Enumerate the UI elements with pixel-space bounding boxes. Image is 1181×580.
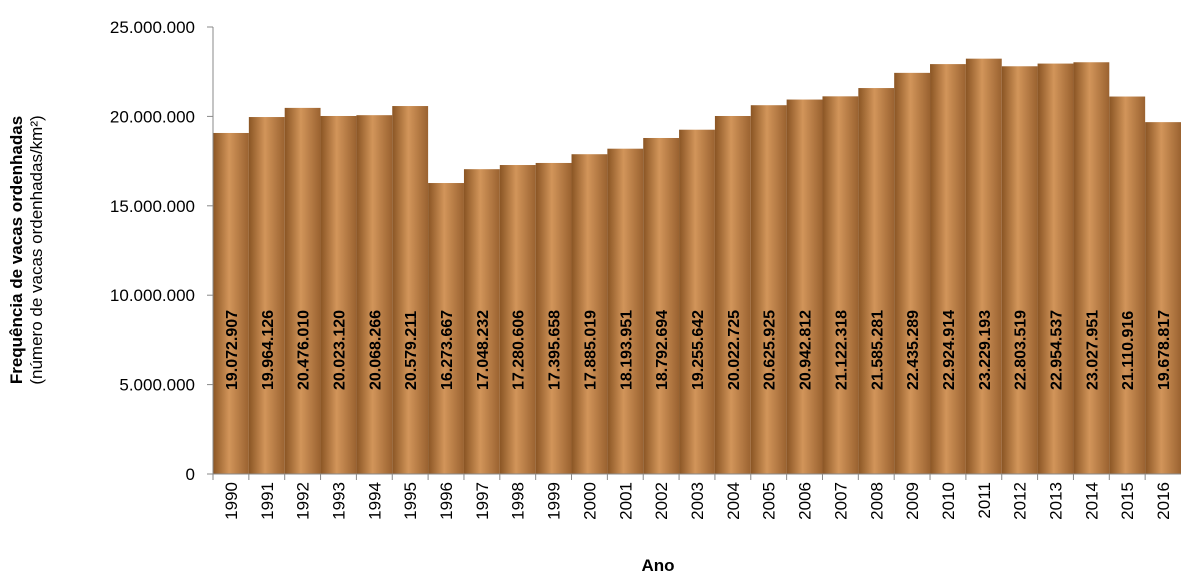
value-label: 20.476.010 bbox=[296, 310, 313, 390]
value-label: 18.193.951 bbox=[618, 310, 635, 390]
x-tick-label: 2011 bbox=[975, 482, 994, 519]
bar bbox=[1037, 63, 1074, 475]
x-tick-label: 2003 bbox=[688, 482, 707, 520]
bar bbox=[248, 117, 285, 474]
bar bbox=[1001, 66, 1038, 475]
bar bbox=[1109, 96, 1146, 475]
y-axis-subtitle: (número de vacas ordenhadas/km²) bbox=[27, 115, 46, 384]
value-label: 23.027.951 bbox=[1084, 310, 1101, 390]
y-tick-label: 0 bbox=[186, 465, 195, 484]
bar bbox=[284, 107, 321, 474]
value-label: 17.395.658 bbox=[547, 310, 564, 390]
value-label: 19.255.642 bbox=[690, 310, 707, 390]
value-label: 19.072.907 bbox=[224, 310, 241, 390]
bar bbox=[894, 72, 931, 475]
x-tick-label: 2006 bbox=[796, 482, 815, 520]
value-label: 21.110.916 bbox=[1120, 311, 1137, 390]
x-axis-title: Ano bbox=[641, 556, 674, 575]
value-label: 20.023.120 bbox=[331, 310, 348, 390]
x-tick-label: 1995 bbox=[401, 482, 420, 520]
value-label: 18.792.694 bbox=[654, 310, 671, 390]
value-label: 20.579.211 bbox=[403, 311, 420, 390]
value-label: 17.048.232 bbox=[475, 310, 492, 390]
x-tick-label: 2009 bbox=[903, 482, 922, 520]
x-tick-label: 2000 bbox=[580, 482, 599, 520]
x-tick-label: 1994 bbox=[365, 482, 384, 520]
x-tick-label: 2013 bbox=[1047, 482, 1066, 520]
bar bbox=[714, 115, 751, 474]
bar bbox=[213, 132, 249, 474]
bar bbox=[392, 106, 429, 475]
bar bbox=[643, 137, 680, 474]
x-tick-label: 2007 bbox=[831, 482, 850, 520]
value-label: 17.280.606 bbox=[511, 310, 528, 390]
x-tick-label: 1999 bbox=[545, 482, 564, 520]
x-tick-label: 2002 bbox=[652, 482, 671, 520]
bar bbox=[499, 165, 536, 474]
x-tick-label: 2008 bbox=[867, 482, 886, 520]
value-label: 22.803.519 bbox=[1013, 310, 1030, 390]
x-tick-label: 2005 bbox=[760, 482, 779, 520]
bar bbox=[1073, 62, 1110, 475]
value-label: 20.942.812 bbox=[798, 310, 815, 390]
x-tick-label: 1992 bbox=[294, 482, 313, 520]
value-label: 21.585.281 bbox=[869, 310, 886, 390]
value-label: 23.229.193 bbox=[977, 310, 994, 390]
value-label: 22.954.537 bbox=[1049, 310, 1066, 390]
bar bbox=[356, 115, 393, 474]
value-label: 20.625.925 bbox=[762, 310, 779, 390]
bar bbox=[679, 129, 715, 475]
x-tick-label: 1990 bbox=[222, 482, 241, 520]
x-tick-label: 1993 bbox=[329, 482, 348, 520]
bar bbox=[965, 58, 1002, 475]
y-tick-label: 25.000.000 bbox=[110, 18, 195, 37]
x-tick-label: 1997 bbox=[473, 482, 492, 520]
x-tick-label: 1996 bbox=[437, 482, 456, 520]
x-tick-label: 2015 bbox=[1118, 482, 1137, 520]
bar bbox=[571, 154, 608, 474]
y-tick-label: 5.000.000 bbox=[119, 376, 195, 395]
value-label: 22.924.914 bbox=[941, 310, 958, 390]
bar bbox=[858, 88, 895, 474]
bar bbox=[930, 64, 966, 474]
x-tick-label: 1998 bbox=[509, 482, 528, 520]
value-label: 20.068.266 bbox=[367, 310, 384, 390]
value-label: 19.964.126 bbox=[260, 310, 277, 390]
x-tick-label: 2012 bbox=[1011, 482, 1030, 520]
x-tick-label: 2016 bbox=[1154, 482, 1173, 520]
y-tick-label: 15.000.000 bbox=[110, 197, 195, 216]
bar bbox=[750, 105, 787, 474]
bar bbox=[535, 162, 572, 474]
x-tick-label: 2010 bbox=[939, 482, 958, 520]
bar bbox=[607, 148, 644, 475]
y-tick-label: 20.000.000 bbox=[110, 107, 195, 126]
y-axis-title: Frequência de vacas ordenhadas bbox=[7, 116, 26, 384]
value-label: 21.122.318 bbox=[833, 310, 850, 390]
bar bbox=[463, 169, 500, 474]
bar bbox=[428, 183, 464, 474]
x-tick-label: 2014 bbox=[1082, 482, 1101, 520]
bar bbox=[1145, 122, 1181, 474]
value-label: 16.273.667 bbox=[439, 310, 456, 390]
x-tick-label: 2004 bbox=[724, 482, 743, 520]
bar bbox=[786, 99, 823, 475]
x-tick-label: 2001 bbox=[616, 482, 635, 520]
value-label: 20.022.725 bbox=[726, 310, 743, 390]
value-label: 19.678.817 bbox=[1156, 310, 1173, 390]
value-label: 17.885.019 bbox=[582, 310, 599, 390]
bar bbox=[822, 96, 859, 475]
bar bbox=[320, 115, 357, 474]
value-label: 22.435.289 bbox=[905, 310, 922, 390]
x-tick-label: 1991 bbox=[258, 482, 277, 520]
y-tick-label: 10.000.000 bbox=[110, 286, 195, 305]
